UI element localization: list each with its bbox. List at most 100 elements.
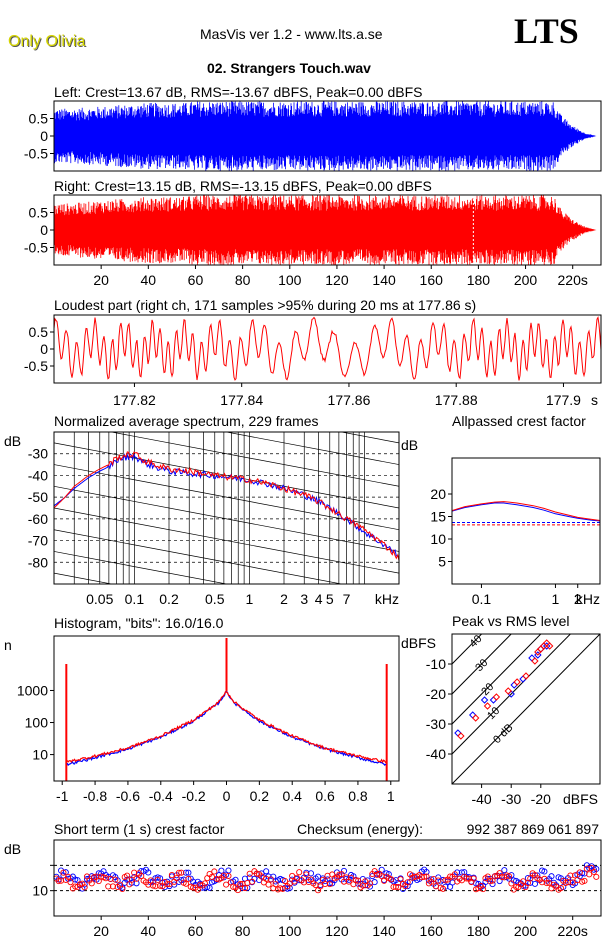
diag-label: 10	[485, 705, 502, 722]
crest-point	[527, 875, 534, 882]
crest-series	[451, 502, 601, 522]
crest-point	[329, 871, 336, 878]
x-tick-label: -1	[56, 788, 69, 804]
crest-point	[81, 884, 88, 891]
crest-point	[246, 870, 253, 877]
crest-point	[392, 883, 399, 890]
spectrum-series	[54, 451, 399, 561]
crest-point	[126, 881, 133, 888]
crest-point	[67, 879, 74, 886]
diag-line	[452, 634, 600, 784]
crest-point	[282, 877, 289, 885]
crest-point	[277, 885, 284, 892]
crest-point	[166, 881, 173, 888]
x-tick-label: 3	[300, 591, 308, 607]
crest-point	[279, 885, 286, 892]
x-tick-label: -40	[471, 791, 491, 807]
x-tick-label: 0	[223, 788, 231, 804]
y-tick-label: 20	[430, 486, 446, 502]
x-unit-label: s	[591, 392, 598, 408]
crest-point	[133, 880, 140, 887]
x-tick-label: -0.2	[182, 788, 206, 804]
crest-point	[194, 886, 201, 893]
diag-label: 20	[479, 681, 496, 698]
crest-point	[241, 884, 249, 892]
crest-point	[508, 880, 515, 887]
grid-line-slope	[54, 551, 229, 584]
crest-point	[138, 872, 145, 880]
crest-point	[439, 885, 447, 892]
crest-point	[112, 876, 119, 883]
x-tick-label: 0.8	[348, 788, 368, 804]
y-axis-label: dB	[401, 437, 418, 453]
y-axis-label: dB	[4, 841, 21, 857]
crest-point	[211, 868, 218, 875]
x-tick-label: 0.5	[205, 591, 225, 607]
x-tick-label: 60	[188, 272, 204, 288]
x-tick-label: 160	[420, 272, 444, 288]
crest-point	[572, 872, 579, 879]
x-tick-label: 177.88	[435, 392, 478, 408]
x-tick-label: 177.84	[220, 392, 263, 408]
y-tick-label: 5	[438, 554, 446, 570]
crest-point	[470, 875, 477, 882]
crest-point	[220, 872, 227, 879]
chart-title: Peak vs RMS level	[452, 613, 569, 629]
pvr-point	[504, 687, 512, 695]
crest-point	[336, 871, 343, 878]
crest-point	[249, 878, 256, 885]
x-tick-label: 200	[514, 923, 538, 939]
pvr-point	[454, 729, 462, 737]
x-tick-label: 0.4	[282, 788, 302, 804]
crest-point	[352, 877, 359, 884]
x-tick-label: 80	[235, 272, 251, 288]
x-tick-label: 1	[245, 591, 253, 607]
crest-point	[81, 881, 88, 888]
x-tick-label: 177.86	[328, 392, 371, 408]
y-tick-label: 0.5	[29, 205, 49, 221]
x-tick-label: 80	[235, 923, 251, 939]
crest-point	[133, 875, 140, 882]
crest-point	[185, 869, 192, 876]
crest-point	[91, 874, 98, 881]
x-tick-label: 180	[467, 272, 491, 288]
x-tick-label: -20	[531, 791, 551, 807]
y-axis-label: n	[4, 637, 12, 653]
y-tick-label: -40	[426, 746, 446, 762]
crest-point	[447, 873, 454, 880]
crest-point	[258, 873, 265, 880]
crest-point	[586, 871, 593, 878]
crest-point	[124, 872, 131, 879]
chart-title: Left: Crest=13.67 dB, RMS=-13.67 dBFS, P…	[54, 84, 422, 100]
pvr-point	[469, 711, 477, 719]
crest-point	[225, 867, 232, 874]
crest-point	[423, 873, 430, 880]
crest-point	[569, 879, 576, 886]
st-crest-frame	[53, 839, 602, 917]
x-tick-label: 160	[420, 923, 444, 939]
crest-point	[366, 880, 373, 887]
y-tick-label: -30	[28, 446, 48, 462]
crest-point	[145, 869, 152, 876]
grid-line-slope	[54, 507, 399, 574]
chart-title: Short term (1 s) crest factor	[54, 821, 225, 837]
spectrum-series	[54, 453, 399, 558]
crest-point	[303, 871, 310, 878]
x-tick-label: -30	[501, 791, 521, 807]
y-tick-label: -60	[28, 511, 48, 527]
crest-point	[164, 881, 171, 888]
chart-title: Allpassed crest factor	[452, 413, 586, 429]
checksum-value: 992 387 869 061 897	[467, 821, 600, 837]
crest-point	[557, 885, 564, 892]
x-tick-label: 0.2	[250, 788, 270, 804]
pvr-point	[492, 693, 501, 701]
crest-point	[531, 880, 539, 887]
x-tick-label: 177.82	[113, 392, 156, 408]
x-tick-label: 2	[574, 591, 582, 607]
spectrum-frame	[53, 431, 400, 585]
y-tick-label: -30	[426, 716, 446, 732]
crest-point	[505, 873, 513, 880]
crest-point	[272, 881, 279, 888]
crest-point	[326, 881, 333, 888]
